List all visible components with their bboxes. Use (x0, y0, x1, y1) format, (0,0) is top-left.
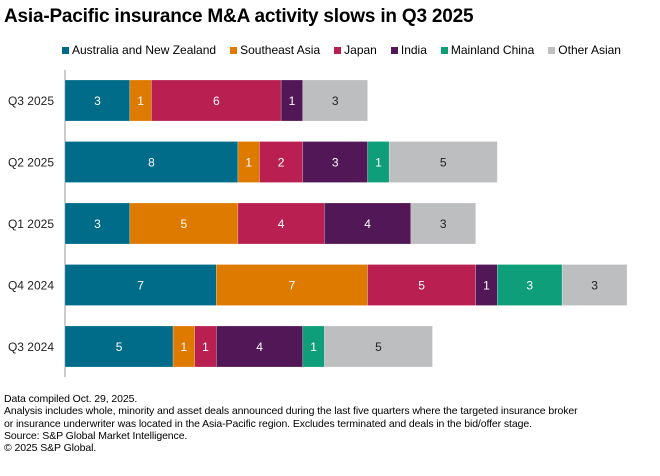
bar-segment (324, 325, 433, 368)
data-label: 5 (375, 340, 382, 354)
legend-item: Southeast Asia (230, 43, 320, 57)
data-label: 7 (137, 279, 144, 293)
data-label: 4 (364, 217, 371, 231)
data-label: 5 (440, 156, 447, 170)
data-label: 1 (245, 156, 252, 170)
y-tick-label: Q3 2025 (8, 94, 54, 108)
bar-segment (64, 79, 131, 122)
data-label: 1 (375, 156, 382, 170)
data-label: 3 (332, 94, 339, 108)
data-label: 1 (181, 340, 188, 354)
data-label: 7 (289, 279, 296, 293)
data-label: 1 (202, 340, 209, 354)
legend-swatch (390, 46, 398, 54)
y-tick-label: Q4 2024 (8, 279, 54, 293)
data-label: 1 (483, 279, 490, 293)
bar-segment (388, 141, 498, 183)
bar-segment (302, 141, 368, 183)
chart-title: Asia-Pacific insurance M&A activity slow… (4, 6, 474, 27)
data-label: 3 (94, 94, 101, 108)
note-copyright: © 2025 S&P Global. (4, 442, 97, 455)
note-source: Source: S&P Global Market Intelligence. (4, 429, 188, 442)
bar-segment (324, 202, 412, 245)
legend-label: Japan (344, 43, 377, 57)
data-label: 3 (332, 156, 339, 170)
legend-item: Japan (334, 43, 377, 57)
bar-segment (151, 79, 282, 122)
legend-label: India (400, 43, 427, 57)
bar-segment (561, 264, 628, 306)
bar-segment (64, 325, 174, 368)
data-label: 1 (310, 340, 317, 354)
note-data-compiled: Data compiled Oct. 29, 2025. (4, 393, 138, 405)
data-label: 3 (440, 217, 447, 231)
bar-segment (410, 202, 476, 245)
data-label: 5 (116, 340, 123, 354)
legend-swatch (230, 46, 238, 54)
note-analysis-2: or insurance underwriter was located in … (4, 417, 532, 430)
bar-segment (64, 202, 131, 245)
data-label: 3 (94, 217, 101, 231)
bar-segment (216, 264, 368, 306)
data-label: 1 (289, 94, 296, 108)
bar-segment (302, 79, 368, 122)
note-analysis-1: Analysis includes whole, minority and as… (4, 405, 578, 418)
bar-segment (367, 264, 476, 306)
data-label: 4 (278, 217, 285, 231)
y-tick-label: Q2 2025 (8, 156, 54, 170)
data-label: 5 (181, 217, 188, 231)
legend-item: Australia and New Zealand (62, 43, 216, 57)
y-tick-label: Q3 2024 (8, 340, 54, 354)
legend-item: Mainland China (440, 43, 535, 57)
data-label: 3 (526, 279, 533, 293)
bar-segment (237, 202, 325, 245)
bar-segment (497, 264, 563, 306)
legend-swatch (334, 46, 342, 54)
legend-label: Mainland China (450, 43, 535, 57)
legend-swatch (440, 46, 448, 54)
bar-segment (64, 264, 217, 306)
legend-swatch (548, 46, 556, 54)
legend-label: Australia and New Zealand (72, 43, 217, 57)
data-label: 3 (591, 279, 598, 293)
bar-segment (129, 202, 239, 245)
legend: Australia and New Zealand Southeast Asia J… (62, 43, 635, 57)
legend-item: Other Asian (548, 43, 621, 57)
data-label: 5 (418, 279, 425, 293)
footnotes: Data compiled Oct. 29, 2025. Analysis in… (4, 393, 578, 454)
legend-swatch (62, 46, 69, 54)
legend-item: India (390, 43, 427, 57)
legend-label: Southeast Asia (240, 43, 321, 57)
legend-label: Other Asian (558, 43, 621, 57)
data-label: 4 (256, 340, 263, 354)
data-label: 6 (213, 94, 220, 108)
data-label: 8 (148, 156, 155, 170)
data-label: 2 (278, 156, 285, 170)
data-label: 1 (137, 94, 144, 108)
bar-segment (259, 141, 304, 183)
y-tick-label: Q1 2025 (8, 217, 54, 231)
bar-segment (64, 141, 239, 183)
